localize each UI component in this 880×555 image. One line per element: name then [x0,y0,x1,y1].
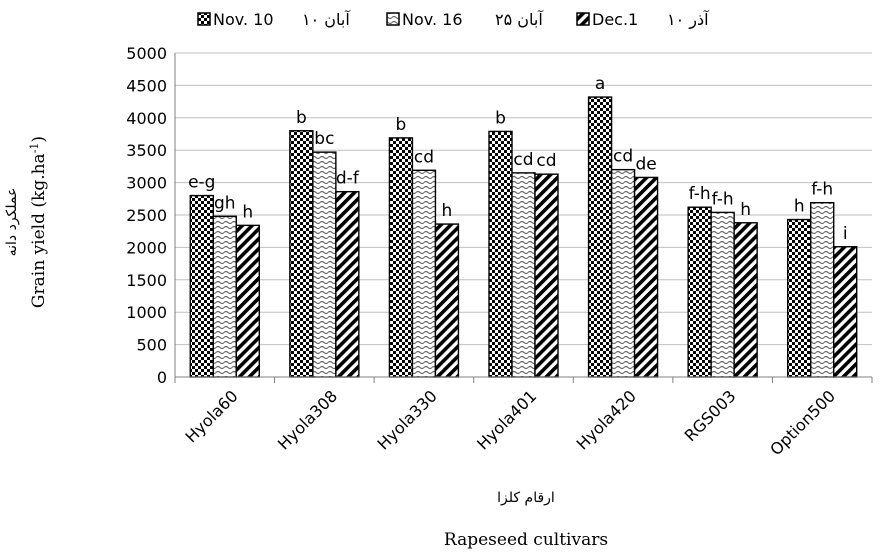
x-tick-label: Hyola308 [274,386,341,453]
data-label: a [595,74,605,94]
legend-swatch-dec1 [576,12,590,26]
y-tick-label: 3000 [126,174,167,193]
legend-swatch-nov16 [386,12,400,26]
data-label: de [635,154,656,174]
bar [189,194,214,378]
data-label: h [242,202,253,222]
data-label: bc [314,129,334,149]
bar [335,190,360,378]
x-tick-label: Hyola60 [182,386,242,446]
bar [534,173,559,378]
y-tick-label: 4500 [126,76,167,95]
bars [189,96,858,378]
y-tick-label: 1500 [126,271,167,290]
data-label: b [495,108,506,128]
bar [633,176,659,378]
data-label: h [442,201,453,221]
data-label: cd [536,151,556,171]
x-tick-label: RGS003 [681,386,740,445]
legend-label-fa-nov10: ۱۰ آبان [302,10,351,29]
data-label: e-g [188,173,215,193]
bar [587,96,613,378]
data-label: cd [513,150,533,170]
legend-label-nov16: Nov. 16 [402,10,463,29]
data-label: f-h [811,180,833,200]
data-label: i [843,224,848,244]
x-axis-title-en: Rapeseed cultivars [444,530,608,550]
x-tick-label: Hyola330 [374,386,441,453]
bar [687,206,712,378]
y-tick-label: 0 [157,368,167,387]
data-label: d-f [336,169,360,189]
y-axis-ticks: 0 500 1000 1500 2000 2500 3000 3500 4000 4500 5000 [126,44,167,387]
data-label: f-h [689,184,711,204]
y-tick-label: 5000 [126,44,167,63]
y-tick-label: 500 [136,336,167,355]
legend-item-nov10: Nov. 10 ۱۰ آبان [197,10,351,29]
bar [235,224,260,378]
bar [488,130,513,378]
data-label: b [296,108,307,128]
bar [833,246,858,378]
legend-label-fa-dec1: ۱۰ آذر [667,10,710,30]
bar [511,172,536,378]
bar [434,223,460,378]
data-label: f-h [712,189,734,209]
bar [787,218,812,378]
y-tick-label: 3500 [126,141,167,160]
y-tick-label: 1000 [126,303,167,322]
legend-label-fa-nov16: ۲۵ آبان [495,10,544,29]
y-axis-title-fa: عملکرد دانه [4,188,20,257]
data-label: h [794,197,805,217]
bar [289,130,314,378]
y-tick-label: 2500 [126,206,167,225]
legend-item-dec1: Dec.1 ۱۰ آذر [576,10,710,30]
data-label: cd [414,147,434,167]
bar [312,151,337,378]
y-tick-label: 2000 [126,238,167,257]
bar [388,137,414,378]
bar [810,201,835,378]
x-tick-label: Option500 [766,386,839,459]
legend-label-dec1: Dec.1 [592,10,638,29]
x-tick-label: Hyola401 [473,386,540,453]
legend-item-nov16: Nov. 16 ۲۵ آبان [386,10,544,29]
legend: Nov. 10 ۱۰ آبان Nov. 16 ۲۵ آبان Dec.1 ۱۰… [197,10,710,30]
y-tick-label: 4000 [126,109,167,128]
bar [710,211,735,378]
bar [411,169,437,378]
x-axis-ticks: Hyola60 Hyola308 Hyola330 Hyola401 Hyola420 R… [182,386,839,459]
data-label: cd [613,147,633,167]
bar [212,215,237,378]
bar [733,222,758,378]
y-axis-title-en: Grain yield (kg.ha-1) [28,136,49,308]
data-label: h [740,200,751,220]
data-label: gh [214,193,236,213]
axes [174,53,873,383]
legend-label-nov10: Nov. 10 [213,10,274,29]
legend-swatch-nov10 [197,12,211,26]
data-label: b [396,115,407,135]
x-tick-label: Hyola420 [573,386,640,453]
bar [610,168,636,378]
x-axis-title-fa: ارقام کلزا [497,490,555,506]
